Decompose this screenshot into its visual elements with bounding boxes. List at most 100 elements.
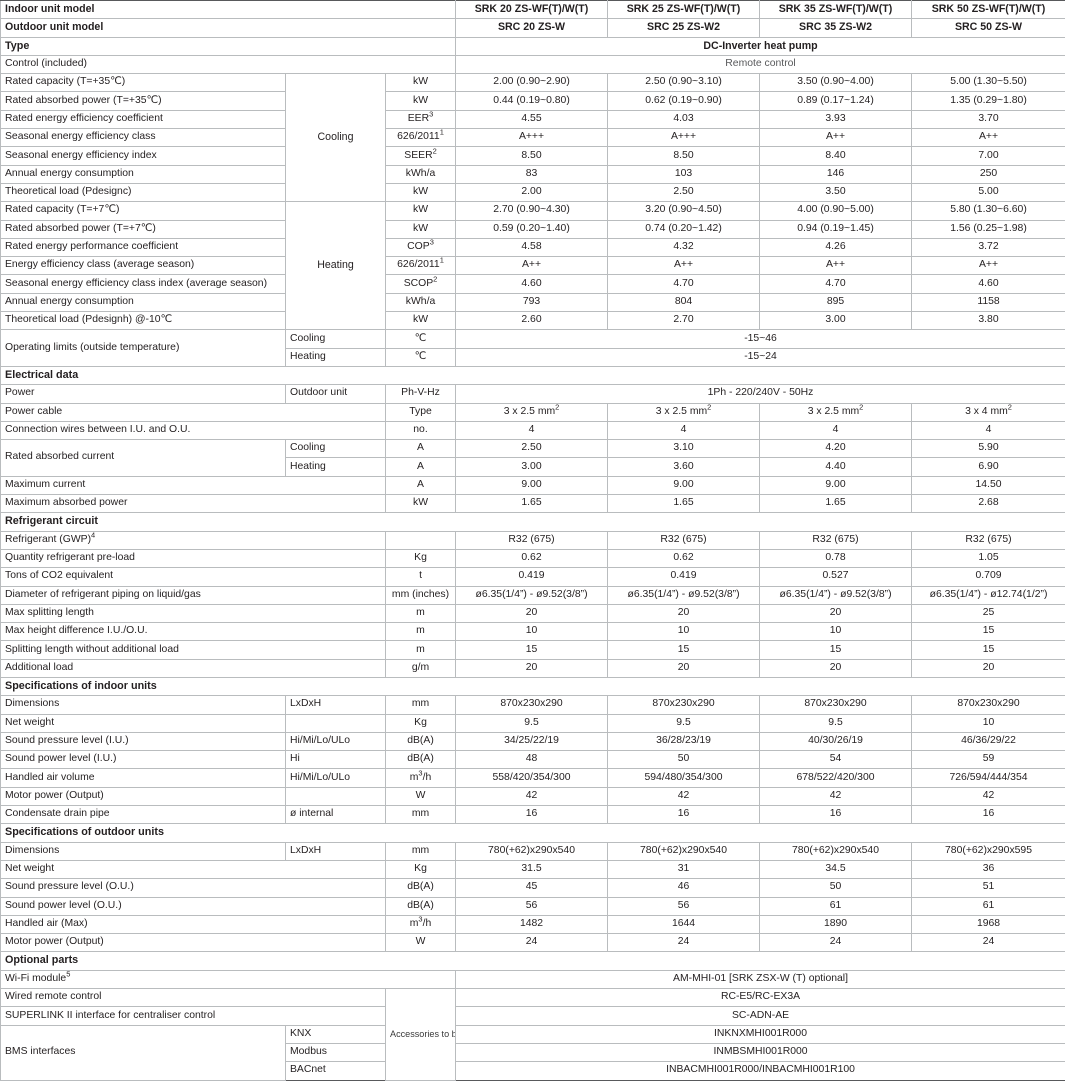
indoor-row-1: Net weight Kg 9.5 9.5 9.5 10 bbox=[0, 713, 1065, 733]
cell-value: 0.59 (0.20~1.40) bbox=[455, 219, 609, 239]
row-unit: kW bbox=[384, 494, 457, 514]
electrical-power-row: Power Outdoor unit Ph-V-Hz 1Ph - 220/240… bbox=[0, 384, 1065, 404]
cooling-row-5: Annual energy consumption kWh/a 83 103 1… bbox=[0, 164, 1065, 184]
cell-value: 31.5 bbox=[455, 859, 609, 880]
section-optional-parts: Optional parts bbox=[0, 951, 1065, 971]
row-sublabel bbox=[285, 786, 386, 807]
cell-value: 9.5 bbox=[759, 713, 913, 733]
cell-value: 4.58 bbox=[455, 237, 609, 258]
row-unit: kW bbox=[384, 91, 457, 111]
cell-value: 4 bbox=[455, 420, 609, 441]
cell-value: 48 bbox=[455, 750, 609, 770]
cell-value: 0.62 (0.19~0.90) bbox=[607, 91, 761, 111]
cell-value: 780(+62)x290x540 bbox=[759, 841, 913, 861]
row-sublabel: LxDxH bbox=[285, 841, 386, 861]
row-label: Sound pressure level (O.U.) bbox=[0, 878, 386, 898]
cell-value: ø6.35(1/4”) - ø9.52(3/8”) bbox=[607, 585, 761, 605]
row-label: Connection wires between I.U. and O.U. bbox=[0, 420, 386, 441]
cell-value: 1.65 bbox=[759, 494, 913, 514]
type-label: Type bbox=[0, 36, 457, 56]
refrigerant-row-3: Diameter of refrigerant piping on liquid… bbox=[0, 585, 1065, 605]
cell-value: 870x230x290 bbox=[759, 695, 913, 715]
row-label: Seasonal energy efficiency class index (… bbox=[0, 274, 286, 294]
row-unit: W bbox=[384, 786, 457, 807]
cooling-row-2: Rated energy efficiency coefficient EER3… bbox=[0, 109, 1065, 130]
bms-protocol: KNX bbox=[285, 1024, 386, 1044]
cell-value: 15 bbox=[607, 640, 761, 660]
row-unit: m3/h bbox=[384, 914, 457, 935]
section-title: Electrical data bbox=[0, 365, 1065, 386]
row-label: Rated absorbed power (T=+7℃) bbox=[0, 219, 286, 239]
cell-value: 59 bbox=[911, 750, 1065, 770]
indoor-row-6: Condensate drain pipe ø internal mm 16 1… bbox=[0, 805, 1065, 825]
row-label: Refrigerant (GWP)4 bbox=[0, 530, 386, 550]
row-unit: SCOP2 bbox=[384, 274, 457, 294]
cell-value: 780(+62)x290x595 bbox=[911, 841, 1065, 861]
cell-value: 20 bbox=[759, 603, 913, 624]
cell-value: 15 bbox=[911, 640, 1065, 660]
section-title: Optional parts bbox=[0, 951, 1065, 971]
row-label: Sound power level (O.U.) bbox=[0, 896, 386, 916]
cell-value: 2.00 (0.90~2.90) bbox=[455, 73, 609, 93]
cell-value: R32 (675) bbox=[759, 530, 913, 550]
row-label: Handled air (Max) bbox=[0, 914, 386, 935]
row-label: Additional load bbox=[0, 658, 386, 678]
heating-row-5: Annual energy consumption kWh/a 793 804 … bbox=[0, 292, 1065, 313]
header-row-control: Control (included) Remote control bbox=[0, 54, 1065, 75]
row-sublabel: Hi/Mi/Lo/ULo bbox=[285, 731, 386, 752]
cell-value: 51 bbox=[911, 878, 1065, 898]
cell-value: A+++ bbox=[607, 128, 761, 148]
optional-row-1: SUPERLINK II interface for centraliser c… bbox=[0, 1006, 1065, 1026]
cell-value: 0.419 bbox=[455, 567, 609, 587]
cell-value: 4 bbox=[759, 420, 913, 441]
bms-protocol: Modbus bbox=[285, 1042, 386, 1063]
row-label: Dimensions bbox=[0, 841, 286, 861]
row-sublabel bbox=[285, 713, 386, 733]
cell-value: 146 bbox=[759, 164, 913, 184]
cooling-row-1: Rated absorbed power (T=+35℃) kW 0.44 (0… bbox=[0, 91, 1065, 111]
cell-value: 50 bbox=[759, 878, 913, 898]
row-unit: m bbox=[384, 603, 457, 624]
cell-value: 45 bbox=[455, 878, 609, 898]
cell-value: 61 bbox=[759, 896, 913, 916]
row-sublabel: Cooling bbox=[285, 439, 386, 459]
cooling-row-4: Seasonal energy efficiency index SEER2 8… bbox=[0, 146, 1065, 166]
cell-value: 10 bbox=[455, 622, 609, 642]
cell-value: 2.60 bbox=[455, 311, 609, 331]
cell-value: 42 bbox=[911, 786, 1065, 807]
bms-label: BMS interfaces bbox=[0, 1024, 286, 1081]
cell-value: 1.65 bbox=[607, 494, 761, 514]
cell-value: 8.40 bbox=[759, 146, 913, 166]
row-label: Power cable bbox=[0, 402, 386, 422]
operating-limits-cooling: Operating limits (outside temperature) C… bbox=[0, 329, 1065, 367]
section-outdoor-units: Specifications of outdoor units bbox=[0, 823, 1065, 843]
outdoor-row-5: Motor power (Output) W 24 24 24 24 bbox=[0, 933, 1065, 953]
electrical-row-1: Connection wires between I.U. and O.U. n… bbox=[0, 420, 1065, 441]
row-label: Quantity refrigerant pre-load bbox=[0, 548, 386, 569]
row-unit: Type bbox=[384, 402, 457, 422]
row-unit: dB(A) bbox=[384, 731, 457, 752]
row-label: Net weight bbox=[0, 859, 386, 880]
cell-value: 24 bbox=[759, 933, 913, 953]
control-label: Control (included) bbox=[0, 54, 457, 75]
cell-value: 24 bbox=[607, 933, 761, 953]
section-electrical-data: Electrical data bbox=[0, 365, 1065, 386]
row-unit: kW bbox=[384, 182, 457, 203]
accessory-note: Accessories to be paired with the SC-BIK… bbox=[384, 988, 457, 1081]
cell-value: 6.90 bbox=[911, 457, 1065, 477]
refrigerant-row-6: Splitting length without additional load… bbox=[0, 640, 1065, 660]
rated-current-cooling: Rated absorbed current Cooling A 2.50 3.… bbox=[0, 439, 1065, 477]
row-label: Wired remote control bbox=[0, 988, 386, 1008]
cell-value: RC-E5/RC-EX3A bbox=[455, 988, 1065, 1008]
cell-value: R32 (675) bbox=[911, 530, 1065, 550]
cell-value: 780(+62)x290x540 bbox=[455, 841, 609, 861]
cell-value: 2.68 bbox=[911, 494, 1065, 514]
cell-value: 20 bbox=[607, 658, 761, 678]
section-title: Specifications of outdoor units bbox=[0, 823, 1065, 843]
cell-value: SC-ADN-AE bbox=[455, 1006, 1065, 1026]
cell-value: 3.93 bbox=[759, 109, 913, 130]
cell-value: A+++ bbox=[455, 128, 609, 148]
cell-value: 4.60 bbox=[911, 274, 1065, 294]
section-title: Refrigerant circuit bbox=[0, 512, 1065, 532]
